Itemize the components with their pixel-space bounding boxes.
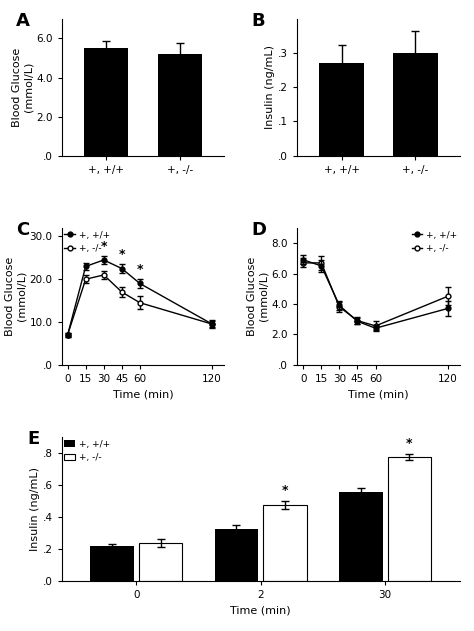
- Text: *: *: [282, 484, 288, 497]
- Bar: [90, 546, 134, 581]
- X-axis label: Time (min): Time (min): [348, 389, 409, 399]
- Text: E: E: [28, 430, 40, 448]
- Bar: [215, 529, 258, 581]
- Y-axis label: Blood Glucose
(mmol/L): Blood Glucose (mmol/L): [5, 257, 27, 336]
- Bar: [339, 492, 383, 581]
- Text: *: *: [118, 248, 125, 261]
- Legend: +, +/+, +, -/-: +, +/+, +, -/-: [411, 231, 457, 253]
- Bar: [319, 63, 364, 156]
- Text: *: *: [406, 437, 413, 450]
- Y-axis label: Insulin (ng/mL): Insulin (ng/mL): [265, 45, 275, 129]
- Bar: [388, 457, 431, 581]
- Text: D: D: [252, 221, 267, 239]
- Text: C: C: [16, 221, 29, 239]
- X-axis label: Time (min): Time (min): [112, 389, 173, 399]
- Bar: [263, 505, 307, 581]
- X-axis label: Time (min): Time (min): [230, 605, 291, 615]
- Bar: [158, 54, 202, 156]
- Legend: +, +/+, +, -/-: +, +/+, +, -/-: [64, 440, 110, 462]
- Y-axis label: Blood Glucose
(mmol/L): Blood Glucose (mmol/L): [12, 48, 33, 127]
- Bar: [393, 53, 438, 156]
- Y-axis label: Blood Glucose
(mmol/L): Blood Glucose (mmol/L): [247, 257, 269, 336]
- Legend: +, +/+, +, -/-: +, +/+, +, -/-: [64, 231, 110, 253]
- Bar: [84, 48, 128, 156]
- Text: *: *: [100, 240, 107, 253]
- Text: B: B: [252, 12, 265, 30]
- Text: A: A: [16, 12, 30, 30]
- Y-axis label: Insulin (ng/mL): Insulin (ng/mL): [30, 467, 40, 551]
- Text: *: *: [137, 263, 143, 276]
- Bar: [139, 543, 182, 581]
